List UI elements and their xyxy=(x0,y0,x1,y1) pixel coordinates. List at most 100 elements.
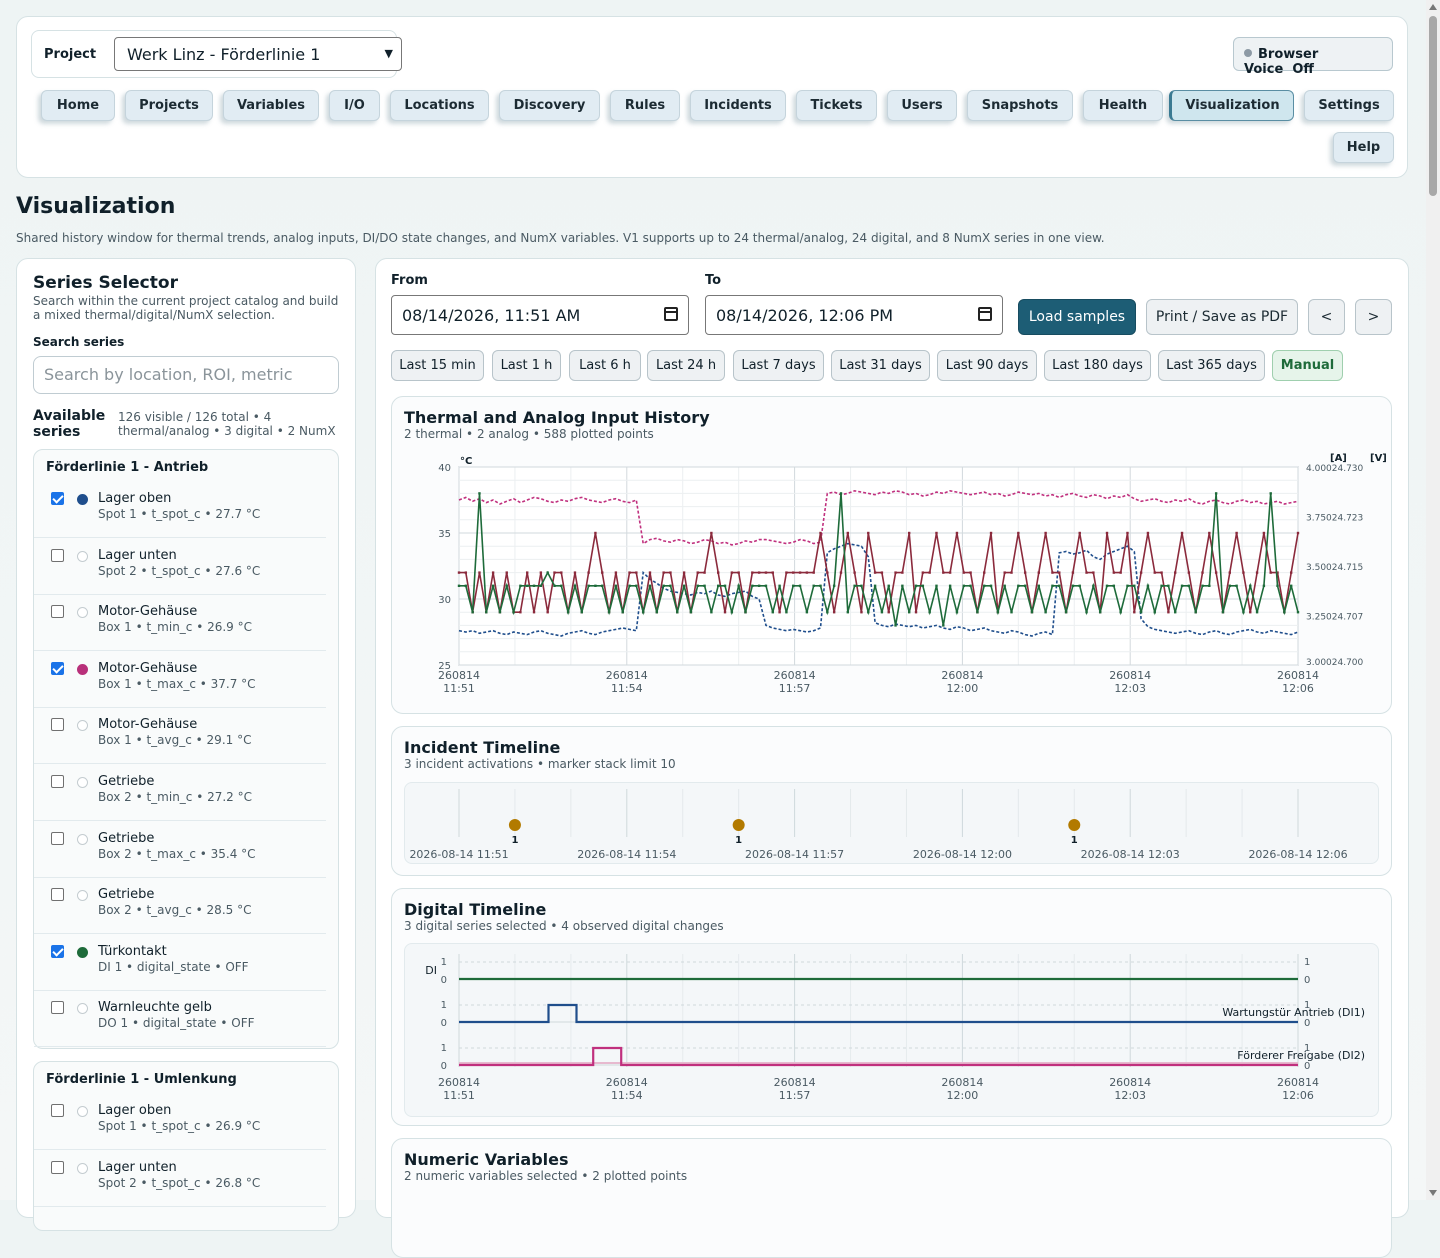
series-point xyxy=(669,571,672,574)
series-point xyxy=(819,531,822,535)
available-series-count: 126 visible / 126 total • 4 thermal/anal… xyxy=(118,410,336,438)
print-pdf-button[interactable]: Print / Save as PDF xyxy=(1146,299,1298,335)
series-point xyxy=(546,571,549,574)
series-checkbox[interactable] xyxy=(51,718,64,732)
series-item[interactable]: Getriebe Box 2 • t_avg_c • 28.5 °C xyxy=(34,878,326,935)
series-item[interactable]: Motor-Gehäuse Box 1 • t_avg_c • 29.1 °C xyxy=(34,708,326,765)
series-color-dot-icon xyxy=(77,663,88,675)
series-point xyxy=(566,611,570,614)
series-item[interactable]: Lager unten Spot 2 • t_spot_c • 26.8 °C xyxy=(34,1151,326,1207)
series-point xyxy=(689,611,693,614)
calendar-icon[interactable] xyxy=(978,307,992,321)
series-item[interactable]: Motor-Gehäuse Box 1 • t_min_c • 26.9 °C xyxy=(34,595,326,652)
series-name: Motor-Gehäuse xyxy=(98,604,198,620)
series-item[interactable]: Warnleuchte gelb DO 1 • digital_state • O… xyxy=(34,991,326,1048)
range-last-6-h[interactable]: Last 6 h xyxy=(569,350,641,381)
series-point xyxy=(778,584,781,587)
browser-voice-toggle[interactable]: Browser Voice Off xyxy=(1233,37,1393,77)
range-last-31-days[interactable]: Last 31 days xyxy=(831,350,930,381)
series-point xyxy=(894,571,897,574)
project-select[interactable]: Werk Linz - Förderlinie 1 ▼ xyxy=(114,37,402,71)
digital-timeline-subtitle: 3 digital series selected • 4 observed d… xyxy=(404,919,724,933)
series-point xyxy=(1249,584,1252,587)
series-item[interactable]: Getriebe Box 2 • t_min_c • 27.2 °C xyxy=(34,765,326,821)
prev-window-button[interactable]: < xyxy=(1308,299,1345,335)
series-point xyxy=(1023,584,1027,587)
series-checkbox[interactable] xyxy=(51,605,64,619)
range-manual[interactable]: Manual xyxy=(1272,350,1343,381)
lane-tick-0: 0 xyxy=(441,1061,447,1072)
series-point xyxy=(546,611,549,614)
series-checkbox[interactable] xyxy=(51,944,64,958)
load-samples-button[interactable]: Load samples xyxy=(1018,299,1136,335)
range-last-1-h[interactable]: Last 1 h xyxy=(492,350,561,381)
series-point xyxy=(839,492,843,495)
nav-help[interactable]: Help xyxy=(1333,132,1394,163)
series-point xyxy=(696,584,699,587)
thermal-analog-chart: 40 35 30 25 °C [A] [V] 4.00024.730 3.75024.723 3.… xyxy=(438,453,1387,695)
series-point xyxy=(682,571,686,574)
series-point xyxy=(901,571,904,574)
to-date-input[interactable]: 08/14/2026, 12:06 PM xyxy=(705,295,1003,335)
series-color-dot-icon xyxy=(77,833,88,845)
range-last-180-days[interactable]: Last 180 days xyxy=(1044,350,1151,381)
range-last-7-days[interactable]: Last 7 days xyxy=(733,350,824,381)
page-scrollbar[interactable] xyxy=(1426,0,1440,1200)
series-checkbox[interactable] xyxy=(51,831,64,845)
range-last-15-min[interactable]: Last 15 min xyxy=(391,350,484,381)
lane-tick-0: 0 xyxy=(1304,1061,1310,1072)
series-item[interactable]: Lager oben Spot 1 • t_spot_c • 27.7 °C xyxy=(34,482,326,538)
nav-discovery[interactable]: Discovery xyxy=(499,90,600,121)
scroll-thumb[interactable] xyxy=(1429,16,1437,196)
calendar-icon[interactable] xyxy=(664,307,678,321)
nav-projects[interactable]: Projects xyxy=(125,90,213,121)
series-checkbox[interactable] xyxy=(51,661,64,675)
series-point xyxy=(676,611,679,614)
nav-snapshots[interactable]: Snapshots xyxy=(967,90,1073,121)
nav-settings[interactable]: Settings xyxy=(1304,90,1394,121)
next-window-button[interactable]: > xyxy=(1355,299,1392,335)
series-point xyxy=(532,611,536,614)
scroll-down-icon[interactable] xyxy=(1429,1190,1437,1196)
project-picker: Project Werk Linz - Förderlinie 1 ▼ xyxy=(31,30,402,78)
x-tick-date: 260814 xyxy=(606,1076,648,1089)
series-point xyxy=(1133,584,1136,587)
series-checkbox[interactable] xyxy=(51,888,64,902)
series-item[interactable]: Lager oben Spot 1 • t_spot_c • 26.9 °C xyxy=(34,1094,326,1150)
series-checkbox[interactable] xyxy=(51,548,64,562)
from-date-input[interactable]: 08/14/2026, 11:51 AM xyxy=(391,295,689,335)
series-item[interactable]: Getriebe Box 2 • t_max_c • 35.4 °C xyxy=(34,822,326,878)
nav-locations[interactable]: Locations xyxy=(390,90,489,121)
nav-home[interactable]: Home xyxy=(41,90,115,121)
range-last-365-days[interactable]: Last 365 days xyxy=(1158,350,1265,381)
nav-users[interactable]: Users xyxy=(887,90,957,121)
nav-variables[interactable]: Variables xyxy=(223,90,319,121)
nav-io[interactable]: I/O xyxy=(329,90,380,121)
thermal-analog-card: 40 35 30 25 °C [A] [V] 4.00024.730 3.75024.723 3.… xyxy=(391,396,1392,714)
series-checkbox[interactable] xyxy=(51,1160,64,1174)
series-item[interactable]: Motor-Gehäuse Box 1 • t_max_c • 37.7 °C xyxy=(34,652,326,708)
series-item[interactable]: Lager unten Spot 2 • t_spot_c • 27.6 °C xyxy=(34,539,326,595)
series-checkbox[interactable] xyxy=(51,492,64,505)
nav-health[interactable]: Health xyxy=(1083,90,1163,121)
series-item[interactable]: Türkontakt DI 1 • digital_state • OFF xyxy=(34,935,326,991)
nav-tickets[interactable]: Tickets xyxy=(796,90,877,121)
series-point xyxy=(1167,611,1170,614)
scroll-up-icon[interactable] xyxy=(1429,4,1437,10)
range-last-90-days[interactable]: Last 90 days xyxy=(937,350,1037,381)
nav-incidents[interactable]: Incidents xyxy=(690,90,786,121)
nav-rules[interactable]: Rules xyxy=(610,90,680,121)
series-point xyxy=(601,584,604,587)
series-checkbox[interactable] xyxy=(51,1001,64,1015)
range-last-24-h[interactable]: Last 24 h xyxy=(647,350,725,381)
y-tick-label: 25 xyxy=(438,661,451,672)
series-point xyxy=(1126,584,1129,587)
series-checkbox[interactable] xyxy=(51,775,64,788)
search-series-input[interactable]: Search by location, ROI, metric xyxy=(33,356,339,394)
series-point xyxy=(526,584,529,587)
series-meta: Box 2 • t_avg_c • 28.5 °C xyxy=(98,903,252,918)
series-name: Motor-Gehäuse xyxy=(98,717,198,733)
nav-visualization[interactable]: Visualization xyxy=(1169,90,1294,121)
series-name: Türkontakt xyxy=(98,943,167,959)
series-checkbox[interactable] xyxy=(51,1104,64,1117)
